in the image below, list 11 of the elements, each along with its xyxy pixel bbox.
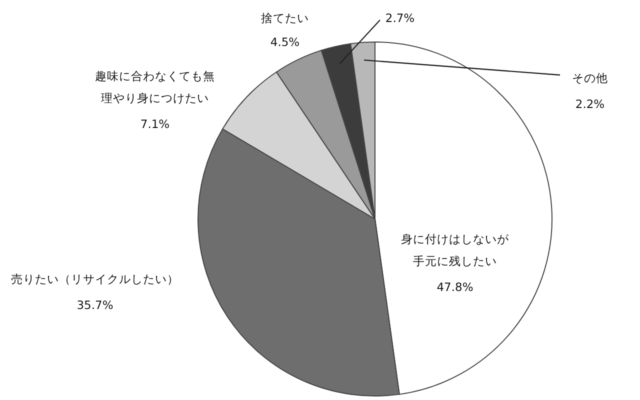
slice-label: 趣味に合わなくても無理やり身につけたい <box>95 69 215 105</box>
data-label: 4.5% <box>270 35 300 49</box>
slice-label: 身に付けはしないが手元に残したい <box>401 232 510 268</box>
slice-label: 売りたい（リサイクルしたい） <box>11 272 179 286</box>
data-label: 2.2% <box>575 97 605 111</box>
data-label: 47.8% <box>436 280 474 294</box>
slice-label: その他 <box>572 71 608 85</box>
data-label: 7.1% <box>140 117 170 131</box>
slice-label: 捨てたい <box>261 11 309 25</box>
data-label: 2.7% <box>385 11 415 25</box>
data-label: 35.7% <box>76 298 114 312</box>
